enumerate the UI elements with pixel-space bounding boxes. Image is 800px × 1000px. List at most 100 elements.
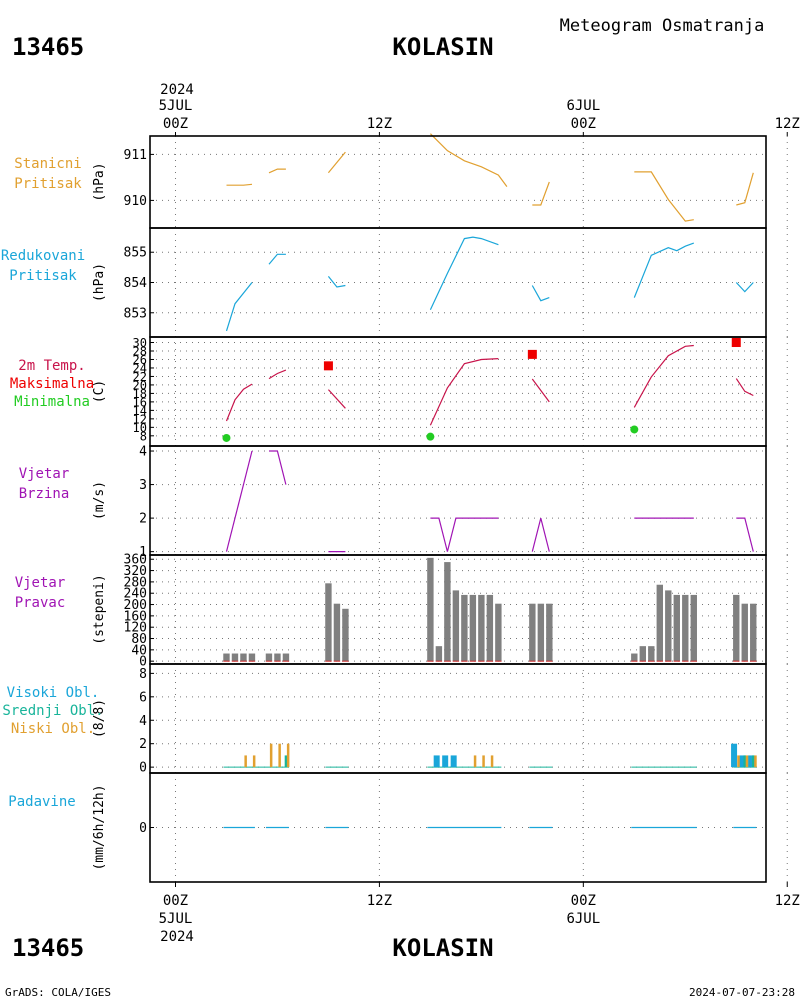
y-tick-label: 200	[124, 598, 147, 613]
series-line	[531, 517, 550, 552]
wind-dir-bar	[741, 603, 748, 662]
wind-dir-bar	[648, 646, 655, 662]
time-tick-label: 00Z	[163, 893, 188, 909]
cloud-bar	[244, 755, 247, 768]
cloud-bar	[490, 755, 494, 768]
y-tick-label: 8	[139, 667, 147, 682]
panel-label: Niski Obl.	[11, 721, 95, 737]
y-tick-label: 853	[124, 306, 147, 321]
y-axis-label: (stepeni)	[92, 574, 107, 644]
y-tick-label: 16	[133, 395, 147, 409]
y-tick-label: 80	[131, 632, 147, 647]
y-tick-label: 0	[139, 761, 147, 776]
header: 13465 KOLASIN Meteogram Osmatranja 2024	[12, 16, 764, 98]
series-line	[430, 517, 499, 552]
panel-label: Brzina	[19, 486, 70, 502]
tmax-marker	[323, 361, 333, 371]
y-tick-label: 0	[139, 655, 147, 670]
station-name-bottom: KOLASIN	[392, 934, 493, 962]
series-line	[225, 450, 253, 552]
panel-station_pressure: 910 911 (hPa) Stanicni Pritisak	[14, 133, 788, 229]
y-tick-label: 22	[133, 370, 147, 384]
wind-dir-bar	[537, 603, 545, 662]
cloud-bar	[745, 755, 749, 768]
panel-label: Padavine	[8, 794, 75, 810]
bottom-date-label: 6JUL	[566, 911, 600, 927]
series-line	[268, 168, 286, 174]
y-tick-label: 18	[133, 387, 147, 401]
wind-dir-bar	[282, 653, 290, 662]
y-tick-label: 320	[124, 564, 147, 579]
y-axis-label: (mm/6h/12h)	[92, 784, 107, 870]
y-axis-label: (8/8)	[92, 699, 107, 738]
cloud-bar	[433, 755, 440, 768]
wind-dir-bar	[444, 562, 451, 662]
cloud-bar	[473, 755, 477, 768]
subtitle: Meteogram Osmatranja	[560, 16, 765, 36]
wind-dir-bar	[750, 603, 757, 662]
series-line	[268, 253, 286, 265]
y-tick-label: 20	[133, 378, 147, 392]
station-id-bottom: 13465	[12, 934, 84, 962]
tmax-marker	[527, 349, 537, 359]
wind-dir-bar	[665, 590, 672, 662]
y-tick-label: 8	[140, 429, 147, 443]
y-tick-label: 14	[133, 404, 147, 418]
series-line	[634, 171, 694, 222]
wind-dir-bar	[495, 603, 502, 662]
panel-clouds: 0 2 4 6 8 (8/8)Visoki Obl. Srednji Obl. Niski O…	[2, 663, 788, 776]
wind-dir-bar	[333, 603, 341, 662]
y-tick-label: 360	[124, 553, 147, 568]
top-time-axis: 00Z12Z00Z12Z00Z12Z5JUL6JUL7JUL	[159, 98, 800, 136]
cloud-bar	[748, 755, 755, 768]
y-tick-label: 30	[133, 336, 147, 350]
time-tick-label: 00Z	[163, 116, 188, 132]
y-tick-label: 24	[133, 361, 147, 375]
panel-frame	[149, 772, 767, 883]
cloud-bar	[284, 755, 288, 768]
series-line	[735, 378, 754, 397]
cloud-bar	[278, 743, 281, 768]
series-line	[327, 276, 346, 288]
series-line	[226, 183, 253, 186]
wind-dir-bar	[274, 653, 281, 662]
wind-dir-bar	[248, 653, 256, 662]
y-tick-label: 120	[124, 621, 147, 636]
top-date-label: 6JUL	[566, 98, 600, 114]
footer: 2024 13465 KOLASIN GrADS: COLA/IGES 2024…	[5, 929, 795, 999]
series-line	[269, 450, 287, 485]
panel-label: Pritisak	[14, 176, 82, 192]
y-tick-label: 910	[124, 194, 147, 209]
wind-dir-bar	[546, 603, 553, 662]
wind-dir-bar	[478, 594, 485, 662]
y-tick-label: 40	[131, 643, 147, 658]
credit-text: GrADS: COLA/IGES	[5, 986, 111, 999]
cloud-bar	[442, 755, 449, 768]
cloud-bar	[739, 755, 746, 768]
y-axis-label: (C)	[92, 380, 107, 403]
panel-label: Visoki Obl.	[7, 685, 100, 701]
wind-dir-bar	[631, 653, 638, 662]
wind-dir-bar	[427, 557, 434, 662]
y-tick-label: 855	[124, 246, 147, 261]
wind-dir-bar	[529, 603, 536, 662]
y-tick-label: 911	[124, 148, 147, 163]
y-tick-label: 28	[133, 344, 147, 358]
y-axis-label: (hPa)	[92, 162, 107, 201]
cloud-bar	[743, 755, 747, 768]
panel-reduced_pressure: 853 854 855 (hPa) Redukovani Pritisak	[1, 227, 788, 338]
series-line	[633, 344, 694, 408]
panel-wind_speed: 1 2 3 4 (m/s) Vjetar Brzina	[19, 445, 788, 560]
y-tick-label: 6	[139, 690, 147, 705]
wind-dir-bar	[265, 653, 273, 662]
series-line	[735, 282, 754, 293]
tmin-marker	[222, 433, 231, 442]
y-axis-label: (hPa)	[92, 263, 107, 302]
series-line	[531, 285, 550, 302]
tmax-marker	[731, 338, 741, 348]
tmin-marker	[630, 425, 639, 434]
series-line	[531, 378, 550, 403]
wind-dir-bar	[461, 594, 468, 662]
panel-label: Stanicni	[14, 156, 81, 172]
